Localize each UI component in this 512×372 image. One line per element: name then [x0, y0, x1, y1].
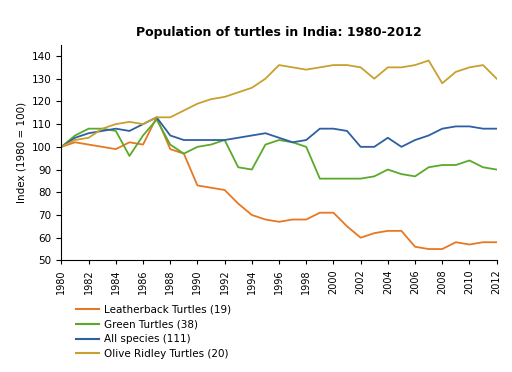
Y-axis label: Index (1980 = 100): Index (1980 = 100)	[16, 102, 27, 203]
Legend: Leatherback Turtles (19), Green Turtles (38), All species (111), Olive Ridley Tu: Leatherback Turtles (19), Green Turtles …	[72, 301, 236, 363]
Title: Population of turtles in India: 1980-2012: Population of turtles in India: 1980-201…	[136, 26, 422, 39]
